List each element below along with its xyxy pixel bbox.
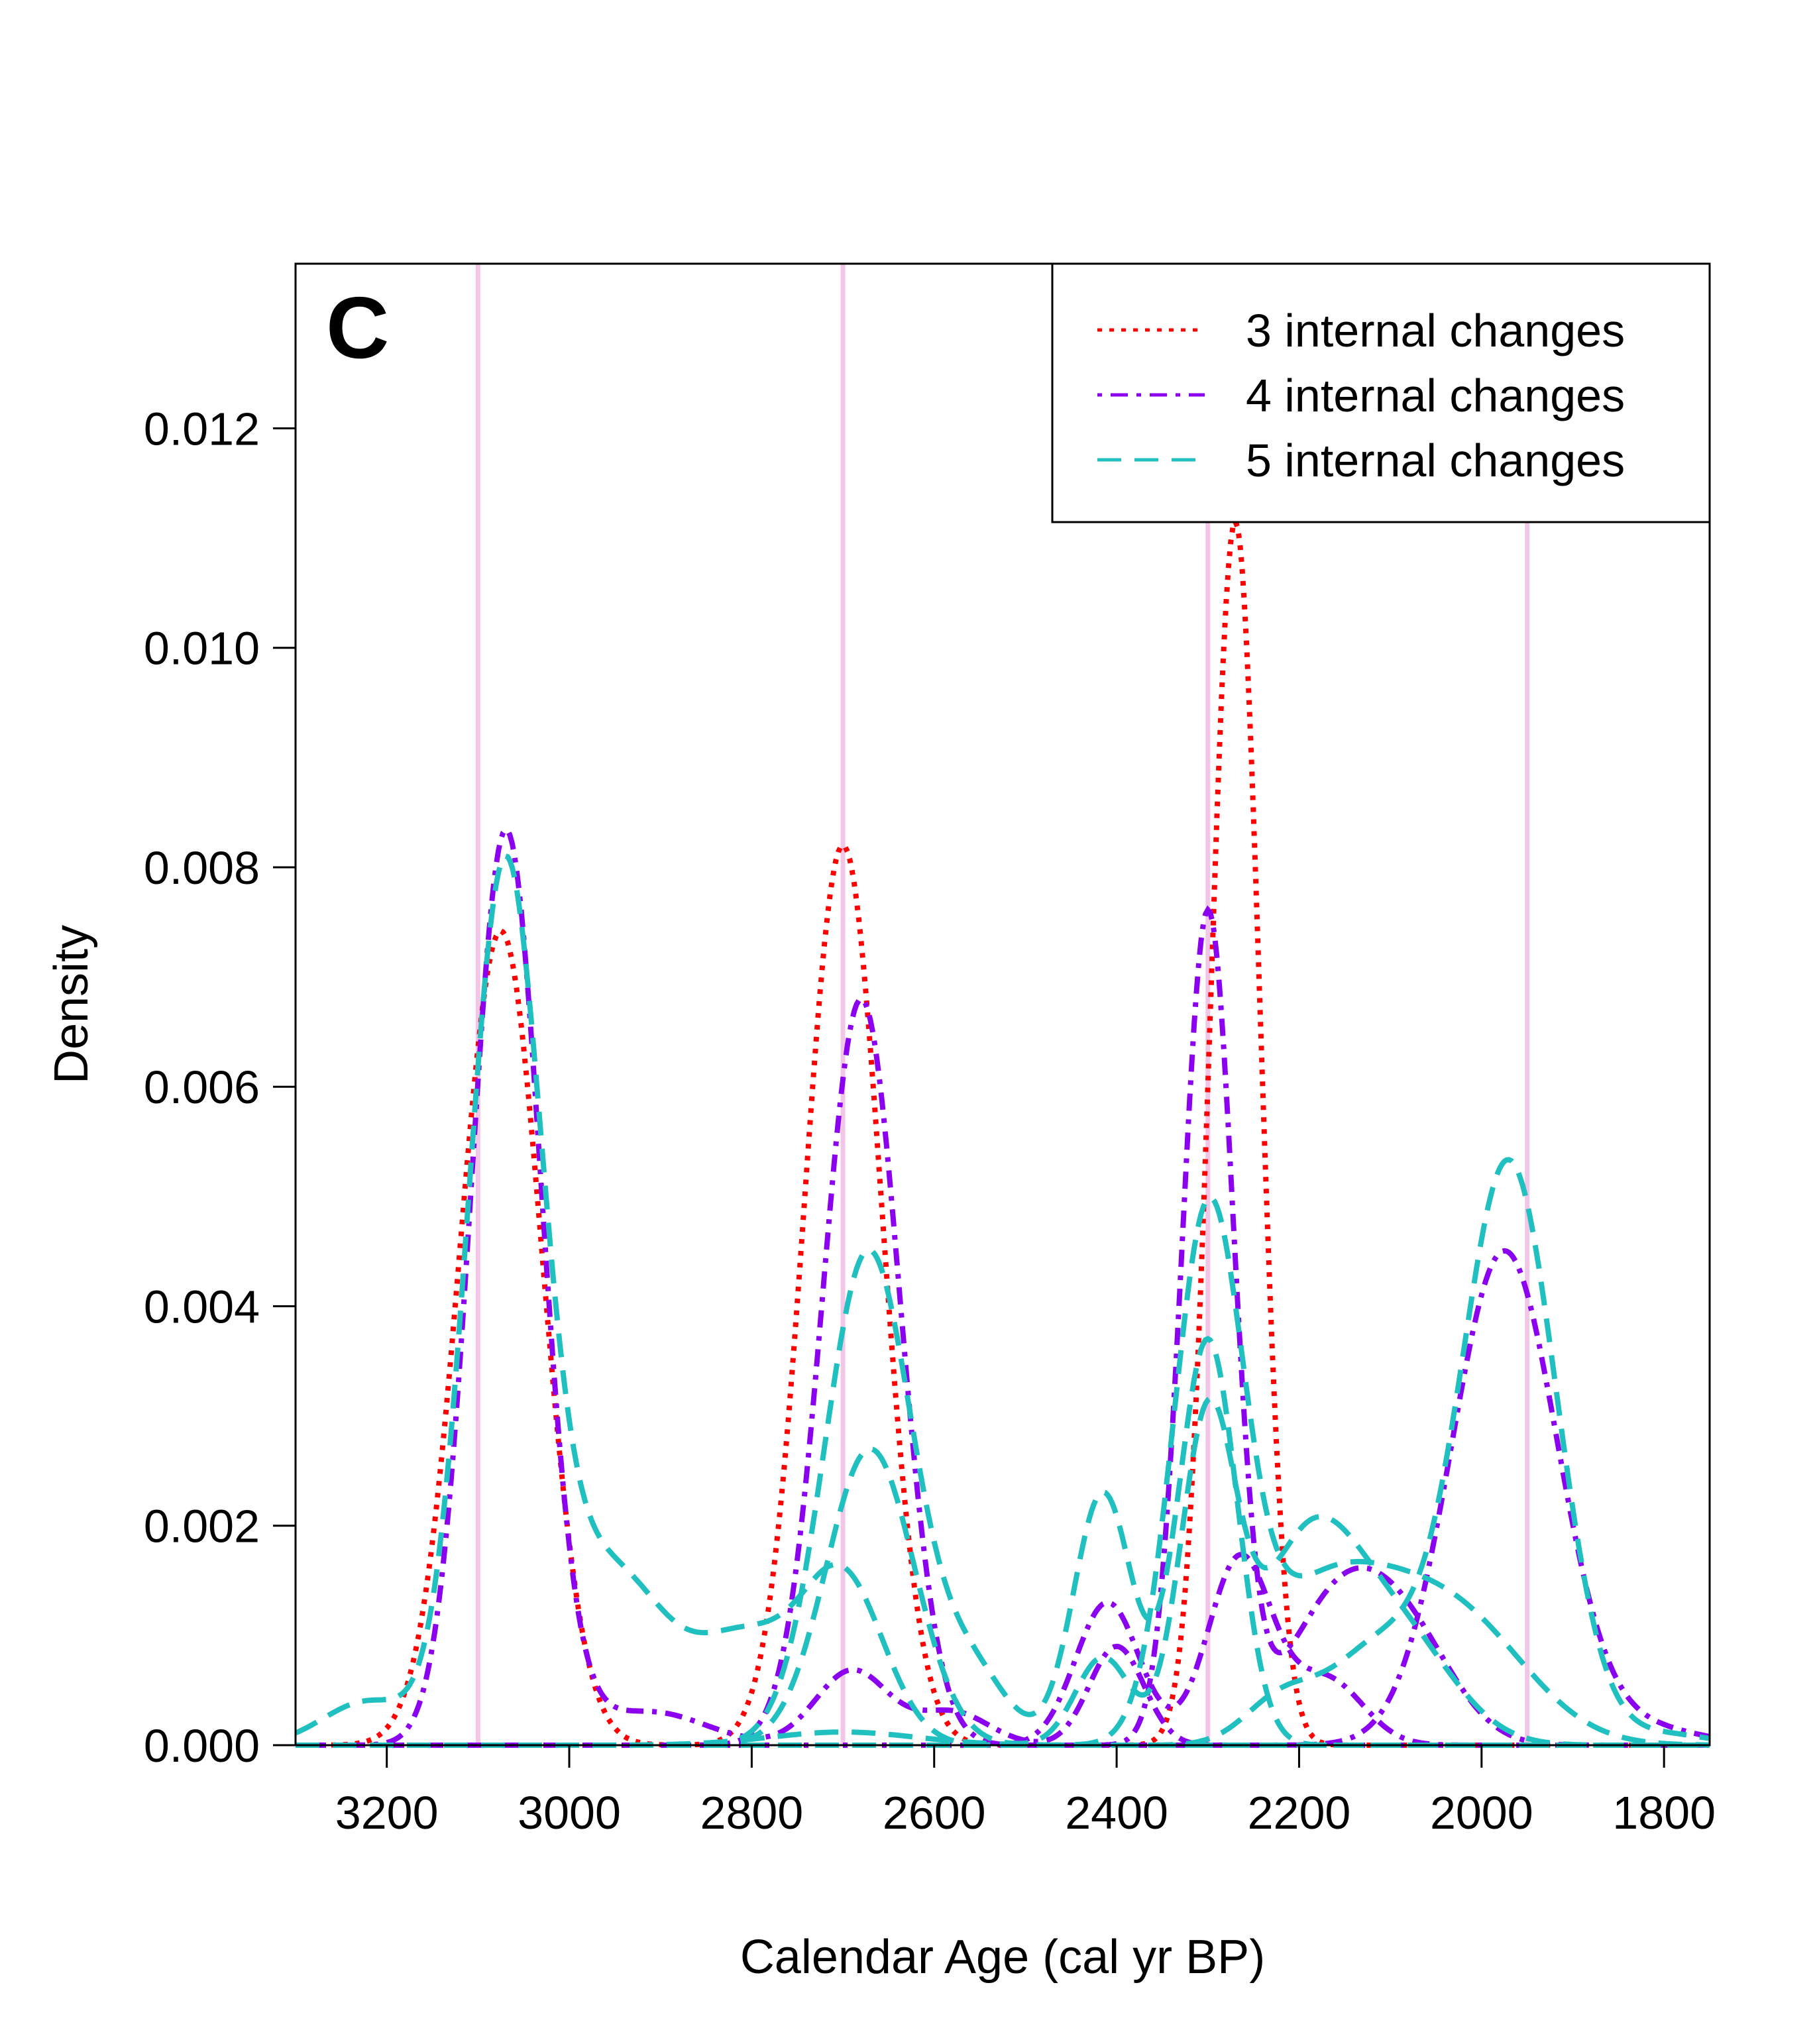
series-line [296, 1194, 1710, 1748]
x-axis: 3200 3000 2800 2600 2400 2200 2000 1800 [335, 1744, 1716, 1839]
y-tick-label: 0.000 [144, 1720, 260, 1772]
series-layer [294, 515, 1710, 1748]
y-tick-label: 0.002 [144, 1501, 260, 1552]
y-axis-label: Density [45, 925, 98, 1084]
x-tick-label: 3200 [335, 1787, 439, 1839]
y-axis: 0.000 0.002 0.004 0.006 0.008 0.010 0.012 [144, 403, 297, 1772]
y-tick-label: 0.008 [144, 842, 260, 894]
series-line [294, 853, 1710, 1748]
x-axis-label: Calendar Age (cal yr BP) [740, 1931, 1265, 1984]
y-tick-label: 0.006 [144, 1061, 260, 1113]
x-tick-label: 2800 [700, 1787, 804, 1839]
x-tick-label: 1800 [1612, 1787, 1716, 1839]
series-line [296, 905, 1710, 1748]
series-line [296, 1248, 1710, 1748]
y-tick-label: 0.012 [144, 403, 260, 455]
y-tick-label: 0.010 [144, 623, 260, 674]
x-tick-label: 3000 [518, 1787, 621, 1839]
x-tick-label: 2400 [1065, 1787, 1168, 1839]
x-tick-label: 2200 [1248, 1787, 1351, 1839]
x-tick-label: 2000 [1430, 1787, 1533, 1839]
legend-label: 5 internal changes [1246, 435, 1625, 486]
legend-label: 4 internal changes [1246, 370, 1625, 421]
panel-label: C [326, 279, 389, 376]
legend-label: 3 internal changes [1246, 305, 1625, 356]
y-tick-label: 0.004 [144, 1281, 260, 1332]
x-tick-label: 2600 [883, 1787, 986, 1839]
series-line [296, 1247, 1710, 1748]
legend-box [1051, 262, 1711, 523]
legend: 3 internal changes 4 internal changes 5 in… [1051, 262, 1711, 523]
series-line [296, 826, 1710, 1748]
series-line [296, 1157, 1710, 1748]
series-line [296, 1552, 1710, 1748]
series-line [296, 515, 1710, 1748]
